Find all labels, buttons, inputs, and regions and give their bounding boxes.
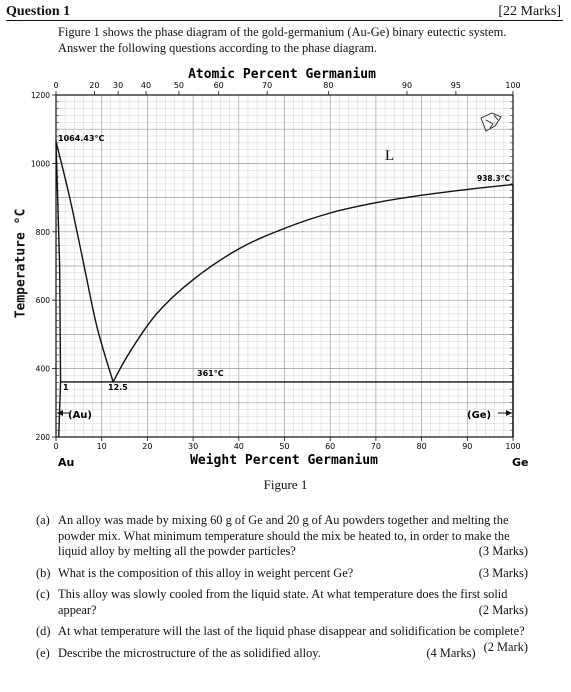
- top-axis-title: Atomic Percent Germanium: [188, 67, 376, 82]
- phase-diagram: 0 10 20 30 40 50 60 70 80 90 100200400600800100012…: [31, 67, 529, 469]
- top-tick-label: 50: [174, 81, 184, 90]
- x-tick-label: 20: [142, 442, 152, 451]
- label-eutectic-comp: 12.5: [108, 383, 128, 392]
- publisher-logo-icon: [480, 112, 502, 132]
- y-tick-label: 200: [36, 433, 51, 442]
- label-melt-ge: 938.3°C: [477, 174, 510, 183]
- question-label: (b): [36, 565, 51, 580]
- y-tick-label: 800: [36, 228, 51, 237]
- question-label: (d): [36, 624, 51, 638]
- au-phase-marker: (Au): [57, 410, 92, 421]
- label-au-phase: (Au): [68, 410, 92, 421]
- right-element-label: Ge: [512, 456, 529, 469]
- y-tick-label: 1200: [31, 91, 50, 100]
- x-tick-label: 60: [325, 442, 335, 451]
- top-tick-label: 95: [451, 81, 461, 90]
- question-item: (a) An alloy was made by mixing 60 g of G…: [36, 513, 528, 560]
- axis-ticks: 0 10 20 30 40 50 60 70 80 90 100200400600800100012…: [31, 81, 521, 451]
- top-tick-label: 80: [323, 81, 333, 90]
- top-tick-label: 40: [141, 81, 151, 90]
- series-liquidus-ge-side: [112, 183, 514, 383]
- x-tick-label: 40: [234, 442, 244, 451]
- label-au-solubility: 1: [63, 383, 69, 392]
- question-text: At what temperature will the last of the…: [58, 624, 525, 638]
- x-tick-label: 50: [279, 442, 289, 451]
- question-list: (a) An alloy was made by mixing 60 g of G…: [36, 513, 528, 667]
- question-intro: Figure 1 shows the phase diagram of the …: [58, 25, 507, 55]
- question-title: Question 1: [6, 4, 71, 19]
- x-tick-label: 70: [371, 442, 381, 451]
- question-item: (e) Describe the microstructure of the as…: [36, 646, 528, 662]
- x-tick-label: 90: [462, 442, 472, 451]
- x-tick-label: 30: [188, 442, 198, 451]
- x-tick-label: 80: [417, 442, 427, 451]
- y-tick-label: 600: [36, 296, 51, 305]
- y-tick-label: 400: [36, 365, 51, 374]
- question-marks: (3 Marks): [478, 544, 528, 558]
- y-tick-label: 1000: [31, 159, 50, 168]
- question-marks: (3 Marks): [478, 565, 528, 580]
- series-liquidus-au-side: [55, 141, 114, 383]
- left-element-label: Au: [58, 456, 74, 469]
- question-text: This alloy was slowly cooled from the li…: [58, 587, 508, 617]
- question-item: (b) What is the composition of this alloy…: [36, 566, 528, 582]
- top-tick-label: 60: [214, 81, 224, 90]
- top-tick-label: 20: [89, 81, 99, 90]
- top-tick-label: 100: [505, 81, 520, 90]
- question-label: (e): [36, 645, 50, 660]
- question-label: (c): [36, 587, 50, 601]
- question-marks: (2 Marks): [478, 602, 528, 617]
- x-tick-label: 100: [505, 442, 520, 451]
- question-label: (a): [36, 513, 50, 527]
- x-tick-label: 0: [53, 442, 58, 451]
- label-melt-au: 1064.43°C: [58, 134, 104, 143]
- question-marks: [22 Marks]: [498, 4, 561, 19]
- grid: [56, 95, 513, 437]
- series-solvus-au: [58, 381, 62, 438]
- top-tick-label: 70: [262, 81, 272, 90]
- label-liquid: L: [385, 148, 394, 164]
- question-item: (c) This alloy was slowly cooled from the…: [36, 587, 528, 618]
- top-tick-label: 90: [402, 81, 412, 90]
- ge-phase-marker: (Ge): [467, 410, 512, 421]
- series-solidus-au: [55, 141, 62, 382]
- x-tick-label: 10: [97, 442, 107, 451]
- header-rule: [6, 20, 563, 21]
- question-text: Describe the microstructure of the as so…: [58, 645, 321, 660]
- question-text: What is the composition of this alloy in…: [58, 565, 354, 580]
- top-tick-label: 30: [113, 81, 123, 90]
- question-item: (d) At what temperature will the last of …: [36, 624, 528, 654]
- question-text: An alloy was made by mixing 60 g of Ge a…: [58, 513, 510, 558]
- figure-caption: Figure 1: [263, 477, 308, 492]
- question-marks: (4 Marks): [426, 645, 476, 660]
- top-tick-label: 0: [53, 81, 58, 90]
- bottom-axis-title: Weight Percent Germanium: [190, 453, 378, 468]
- label-ge-phase: (Ge): [467, 410, 491, 421]
- label-eutectic-temp: 361°C: [197, 369, 224, 378]
- question-marks: (2 Mark): [483, 639, 528, 654]
- phase-boundaries: [55, 141, 514, 438]
